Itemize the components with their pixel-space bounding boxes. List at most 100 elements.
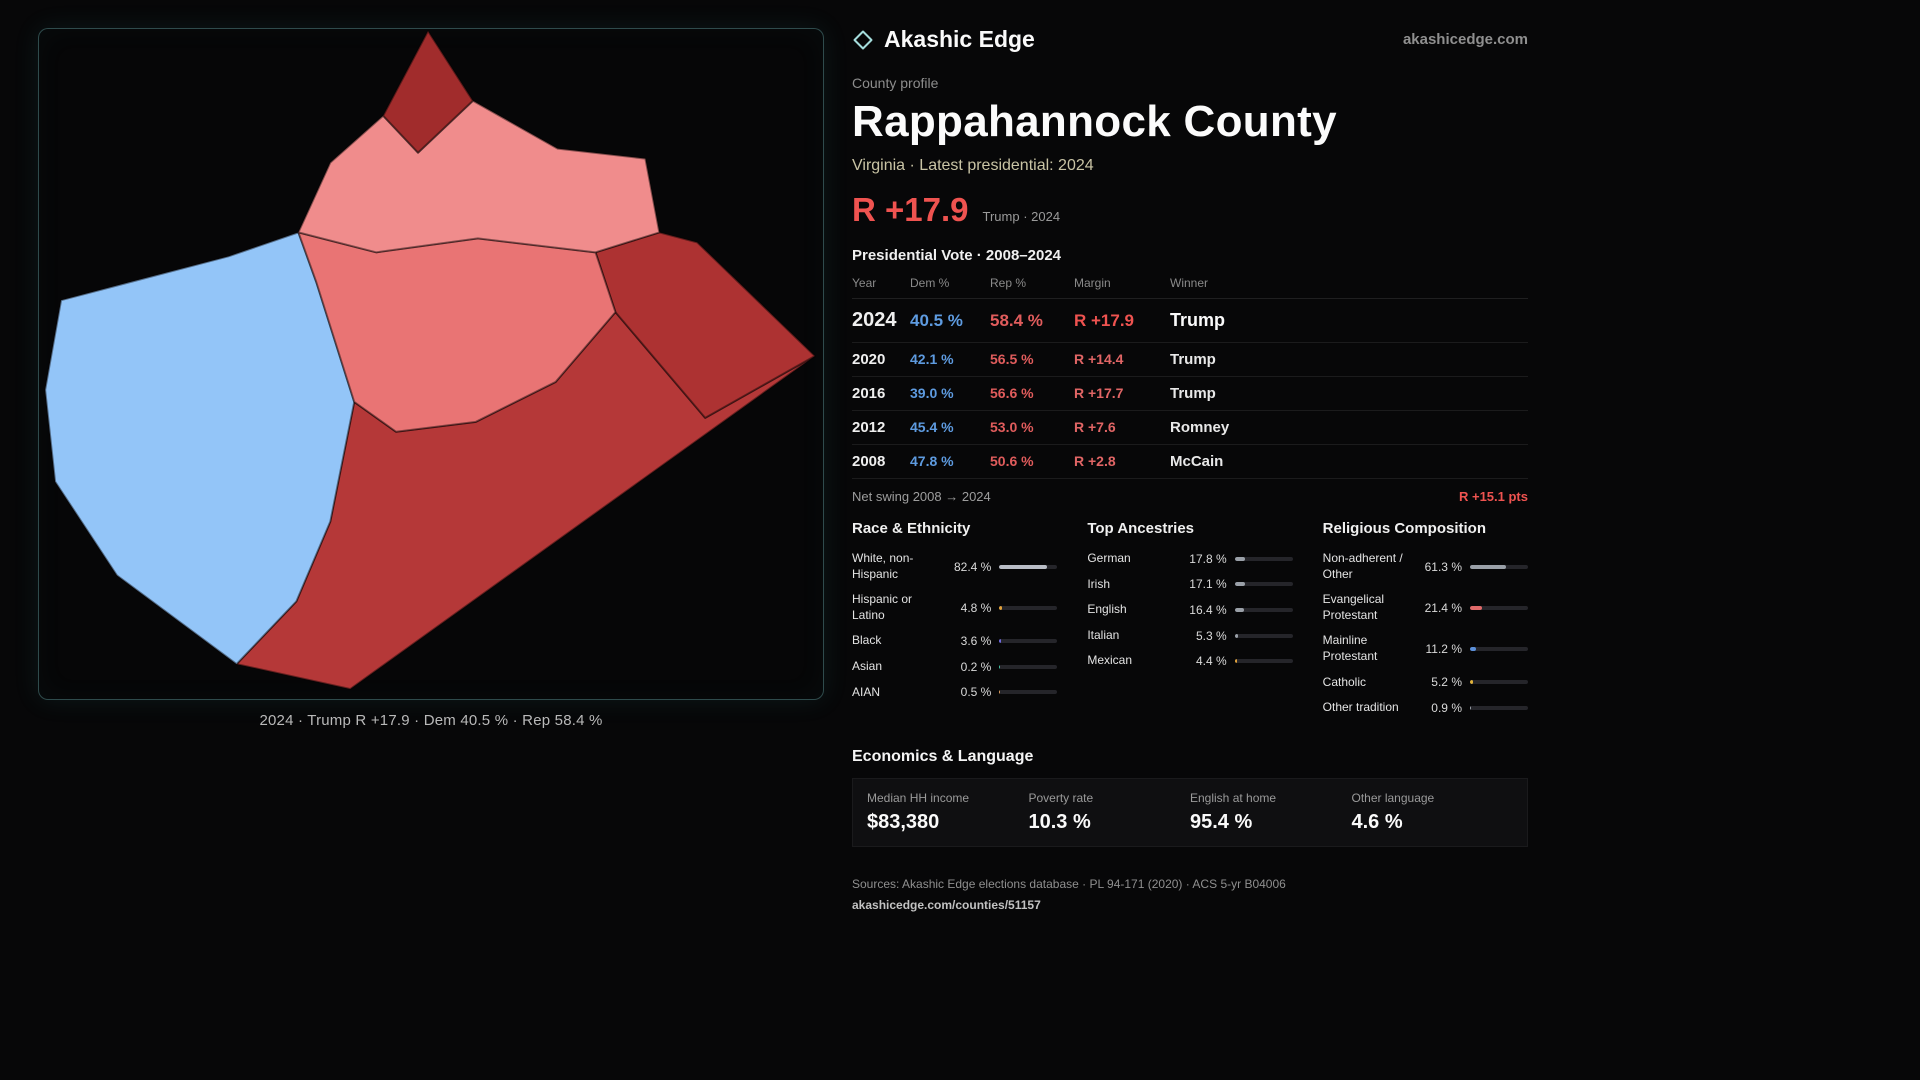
economics-heading: Economics & Language: [852, 747, 1034, 765]
demo-value: 0.9 %: [1431, 700, 1462, 715]
demo-label: Mexican: [1087, 653, 1133, 668]
demo-row: Non-adherent / Other 61.3 %: [1323, 551, 1528, 582]
demo-label: Asian: [852, 658, 883, 673]
col-header-dem: Dem %: [910, 276, 950, 290]
vote-row-2008: 2008 47.8 % 50.6 % R +2.8 McCain: [852, 445, 1528, 479]
stat-other-language: Other language 4.6 %: [1352, 791, 1514, 834]
permalink[interactable]: akashicedge.com/counties/51157: [852, 897, 1041, 912]
headline-margin-note: Trump · 2024: [982, 209, 1061, 224]
demo-bar-fill: [1234, 633, 1238, 638]
demo-row: Hispanic or Latino 4.8 %: [852, 592, 1058, 623]
demo-bar-fill: [1234, 659, 1238, 664]
net-swing-value: R +15.1 pts: [1458, 489, 1528, 504]
vote-winner: Trump: [1170, 310, 1226, 330]
demo-label: Irish: [1087, 576, 1110, 591]
demo-bar-fill: [999, 664, 1001, 669]
demo-bar-fill: [999, 690, 1001, 695]
county-map: [44, 29, 816, 691]
demo-bar-track: [999, 690, 1058, 695]
demo-row: Irish 17.1 %: [1087, 576, 1293, 593]
demo-bar-fill: [1234, 582, 1245, 587]
vote-row-2012: 2012 45.4 % 53.0 % R +7.6 Romney: [852, 411, 1528, 445]
subtitle: Virginia · Latest presidential: 2024: [852, 157, 1094, 174]
vote-dem: 39.0 %: [910, 385, 954, 401]
county-map-panel: [38, 28, 824, 700]
demo-bar-fill: [1234, 607, 1245, 612]
demo-bar-track: [1234, 556, 1293, 561]
map-region-west[interactable]: [44, 231, 356, 666]
col-header-margin: Margin: [1074, 276, 1111, 290]
section-heading: Top Ancestries: [1087, 520, 1195, 537]
demo-label: Evangelical Protestant: [1322, 592, 1385, 622]
vote-table: Year Dem % Rep % Margin Winner 2024 40.5…: [852, 274, 1528, 479]
col-header-rep: Rep %: [990, 276, 1027, 290]
demo-row: Mainline Protestant 11.2 %: [1323, 633, 1528, 664]
brand-name: Akashic Edge: [884, 26, 1035, 52]
vote-year: 2012: [852, 419, 886, 436]
demo-bar-track: [999, 664, 1058, 669]
vote-dem: 45.4 %: [910, 419, 954, 435]
headline-margin-row: R +17.9 Trump · 2024: [852, 191, 1528, 229]
vote-winner: Romney: [1170, 419, 1230, 436]
map-region-north[interactable]: [297, 99, 661, 254]
kicker-label: County profile: [852, 75, 939, 91]
vote-row-2020: 2020 42.1 % 56.5 % R +14.4 Trump: [852, 343, 1528, 377]
demo-value: 0.2 %: [960, 659, 992, 674]
demo-value: 3.6 %: [960, 634, 992, 649]
demo-label: White, non-Hispanic: [852, 551, 914, 581]
sources-line: Sources: Akashic Edge elections database…: [852, 876, 1286, 891]
stat-label: Poverty rate: [1028, 790, 1094, 805]
demo-row: German 17.8 %: [1087, 551, 1293, 567]
stat-value: 95.4 %: [1190, 810, 1253, 833]
stat-value: $83,380: [867, 810, 940, 833]
race-ethnicity-column: Race & Ethnicity White, non-Hispanic 82.…: [852, 520, 1058, 710]
demo-bar-track: [1234, 633, 1293, 638]
demo-bar-track: [1469, 705, 1528, 710]
footer: Sources: Akashic Edge elections database…: [852, 877, 1528, 912]
demo-row: English 16.4 %: [1087, 602, 1293, 618]
demo-row: Other tradition 0.9 %: [1323, 700, 1528, 716]
demo-label: Other tradition: [1322, 700, 1399, 715]
demo-bar-track: [999, 639, 1058, 644]
vote-table-header: Year Dem % Rep % Margin Winner: [852, 274, 1528, 299]
vote-margin: R +17.9: [1074, 311, 1135, 330]
demo-row: White, non-Hispanic 82.4 %: [852, 551, 1058, 582]
vote-dem: 42.1 %: [910, 351, 954, 367]
demo-value: 4.8 %: [960, 600, 992, 615]
demo-bar-fill: [1469, 605, 1483, 610]
demo-value: 82.4 %: [953, 559, 992, 574]
demo-label: German: [1087, 551, 1131, 565]
vote-row-2016: 2016 39.0 % 56.6 % R +17.7 Trump: [852, 377, 1528, 411]
net-swing-row: Net swing 2008 → 2024 R +15.1 pts: [852, 479, 1528, 504]
demo-row: Italian 5.3 %: [1087, 627, 1293, 644]
stat-label: Other language: [1351, 790, 1435, 805]
demographics-section: Race & Ethnicity White, non-Hispanic 82.…: [852, 520, 1528, 726]
demo-row: Black 3.6 %: [852, 633, 1058, 649]
vote-rep: 50.6 %: [990, 453, 1034, 469]
demo-label: Catholic: [1322, 674, 1367, 689]
map-region-north-tip[interactable]: [382, 29, 474, 154]
headline-margin-value: R +17.9: [852, 191, 969, 228]
vote-table-heading: Presidential Vote · 2008–2024: [852, 247, 1062, 264]
stat-english-at-home: English at home 95.4 %: [1190, 791, 1352, 834]
vote-rep: 56.6 %: [990, 385, 1034, 401]
vote-year: 2016: [852, 385, 886, 402]
demo-row: AIAN 0.5 %: [852, 684, 1058, 701]
vote-rep: 56.5 %: [990, 351, 1034, 367]
demo-bar-fill: [999, 564, 1048, 569]
demo-label: AIAN: [852, 684, 881, 699]
demo-value: 16.4 %: [1189, 602, 1227, 617]
demo-label: Black: [852, 633, 882, 648]
demo-label: Italian: [1087, 627, 1120, 642]
page-title: Rappahannock County: [852, 97, 1337, 146]
demo-bar-track: [999, 605, 1058, 610]
demo-value: 21.4 %: [1424, 600, 1462, 615]
demo-bar-track: [1469, 646, 1528, 651]
stat-label: Median HH income: [867, 790, 970, 805]
vote-rep: 58.4 %: [990, 311, 1043, 330]
section-heading: Race & Ethnicity: [852, 520, 971, 537]
demo-value: 0.5 %: [960, 685, 992, 700]
vote-year: 2008: [852, 453, 886, 470]
map-region-central[interactable]: [297, 231, 617, 433]
site-domain-link[interactable]: akashicedge.com: [1402, 31, 1528, 48]
